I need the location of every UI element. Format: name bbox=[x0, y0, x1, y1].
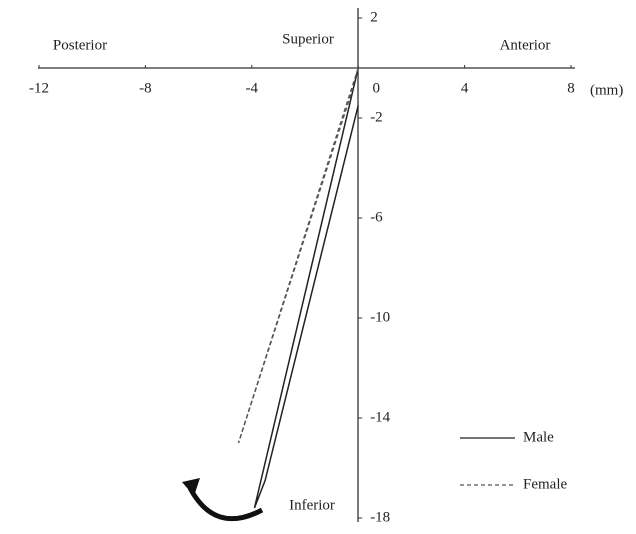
annotation: Posterior bbox=[53, 37, 107, 53]
x-tick-label: 0 bbox=[372, 80, 380, 96]
y-tick-label: -2 bbox=[370, 109, 383, 125]
x-tick-label: -12 bbox=[29, 80, 49, 96]
y-tick-label: -18 bbox=[370, 509, 390, 525]
y-tick-label: -6 bbox=[370, 209, 383, 225]
x-tick-label: -8 bbox=[139, 80, 152, 96]
legend-label: Female bbox=[523, 476, 567, 492]
x-tick-label: 8 bbox=[567, 80, 575, 96]
legend-label: Male bbox=[523, 429, 554, 445]
x-tick-label: -4 bbox=[246, 80, 259, 96]
curved-arrow bbox=[187, 486, 264, 522]
y-tick-label: 2 bbox=[370, 9, 378, 25]
series-line bbox=[253, 67, 359, 509]
series-line bbox=[237, 67, 359, 444]
annotation: Anterior bbox=[500, 37, 551, 53]
annotation: Superior bbox=[282, 31, 334, 47]
y-tick-label: -10 bbox=[370, 309, 390, 325]
annotation: Inferior bbox=[289, 497, 335, 513]
x-tick-label: 4 bbox=[461, 80, 469, 96]
x-unit: (mm) bbox=[590, 82, 623, 98]
y-tick-label: -14 bbox=[370, 409, 390, 425]
arrow-head bbox=[182, 478, 200, 496]
